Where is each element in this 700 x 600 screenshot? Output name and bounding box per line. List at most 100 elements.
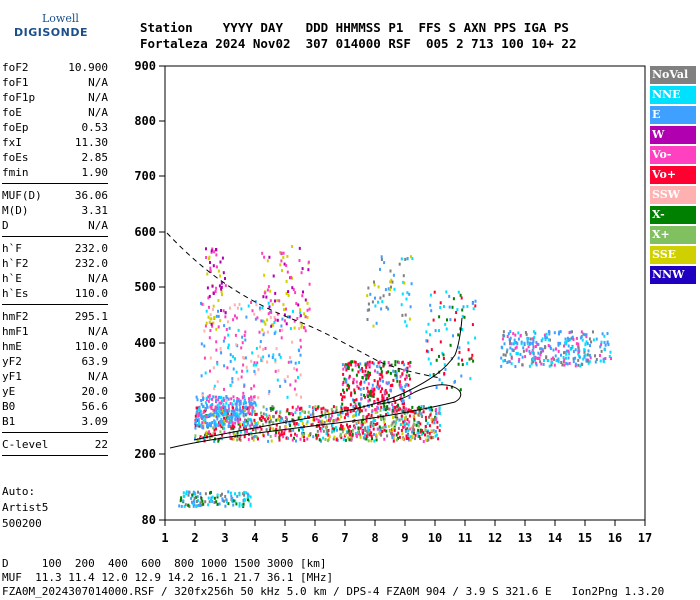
echo-point xyxy=(532,358,535,362)
echo-point xyxy=(604,357,607,360)
echo-point xyxy=(232,318,235,322)
echo-point xyxy=(242,413,245,417)
echo-point xyxy=(407,408,410,412)
parameter-group-3: h`F 232.0 h`F2 232.0 h`E N/A h`Es 110.0 xyxy=(2,241,108,301)
echo-point xyxy=(213,411,216,414)
echo-point xyxy=(387,307,390,311)
echo-point xyxy=(368,308,371,312)
echo-point xyxy=(588,353,591,357)
echo-point xyxy=(467,341,470,345)
parameter-row: foE N/A xyxy=(2,105,108,120)
echo-point xyxy=(212,321,215,325)
echo-point xyxy=(251,309,254,313)
echo-point xyxy=(220,411,223,415)
echo-point xyxy=(468,357,471,361)
parameter-name: B1 xyxy=(2,415,16,428)
echo-point xyxy=(204,371,207,375)
echo-point xyxy=(582,332,585,336)
echo-point xyxy=(263,255,266,259)
echo-point xyxy=(264,419,267,423)
echo-point xyxy=(357,370,360,374)
y-tick-label: 700 xyxy=(134,169,156,183)
parameter-row: hmE 110.0 xyxy=(2,339,108,354)
echo-point xyxy=(341,363,344,367)
echo-point xyxy=(340,436,343,440)
echo-point xyxy=(457,333,460,337)
echo-point xyxy=(283,308,285,312)
echo-point xyxy=(209,329,212,332)
echo-point xyxy=(253,361,256,365)
parameter-value: 232.0 xyxy=(74,257,108,270)
echo-point xyxy=(276,378,279,382)
parameter-value: N/A xyxy=(88,106,108,119)
echo-point xyxy=(324,437,327,441)
echo-point xyxy=(357,407,360,411)
echo-point xyxy=(215,411,218,415)
echo-point xyxy=(367,370,370,374)
echo-point xyxy=(547,359,550,363)
echo-point xyxy=(224,315,227,319)
echo-point xyxy=(380,258,383,261)
echo-point xyxy=(335,410,338,413)
echo-point xyxy=(353,399,356,402)
echo-point xyxy=(217,309,219,313)
echo-point xyxy=(228,326,231,330)
echo-point xyxy=(263,273,266,277)
echo-point xyxy=(467,348,470,352)
echo-point xyxy=(320,407,323,411)
echo-point xyxy=(223,336,226,340)
echo-point xyxy=(359,362,362,366)
echo-point xyxy=(421,429,424,433)
echo-point xyxy=(288,429,291,433)
echo-point xyxy=(535,361,537,365)
echo-point xyxy=(227,502,230,506)
echo-point xyxy=(549,345,552,349)
echo-point xyxy=(554,354,557,358)
echo-point xyxy=(341,425,344,429)
echo-point xyxy=(346,431,349,434)
echo-point xyxy=(280,324,283,328)
echo-point xyxy=(299,338,302,342)
echo-point xyxy=(254,422,257,425)
echo-point xyxy=(472,307,475,311)
parameter-name: B0 xyxy=(2,400,16,413)
echo-point xyxy=(380,255,383,259)
echo-point xyxy=(355,380,358,384)
echo-point xyxy=(394,422,397,426)
echo-point xyxy=(392,433,395,437)
y-tick-label: 200 xyxy=(134,447,156,461)
parameter-value: 11.30 xyxy=(74,136,108,149)
echo-point xyxy=(375,433,378,437)
echo-point xyxy=(238,504,241,508)
echo-point xyxy=(360,409,363,413)
echo-point xyxy=(377,361,380,365)
echo-point xyxy=(238,408,241,412)
echo-point xyxy=(258,306,261,310)
echo-point xyxy=(184,503,187,507)
echo-point xyxy=(420,412,423,416)
echo-point xyxy=(253,409,256,413)
echo-point xyxy=(353,391,356,395)
echo-point xyxy=(260,319,263,323)
echo-point xyxy=(273,332,276,335)
echo-point xyxy=(352,409,355,412)
echo-point xyxy=(558,330,561,334)
echo-point xyxy=(230,397,233,401)
echo-point xyxy=(287,315,290,319)
echo-point xyxy=(331,410,334,414)
echo-point xyxy=(392,405,395,409)
echo-point xyxy=(606,340,609,344)
echo-point xyxy=(424,433,426,437)
echo-point xyxy=(211,324,214,328)
echo-point xyxy=(302,425,305,428)
echo-point xyxy=(532,330,535,334)
echo-point xyxy=(239,430,242,434)
echo-point xyxy=(231,499,234,503)
echo-point xyxy=(417,420,420,424)
echo-point xyxy=(402,409,405,413)
trace-fit-curve xyxy=(193,317,463,441)
echo-point xyxy=(227,346,230,350)
echo-point xyxy=(359,435,362,439)
echo-point xyxy=(387,361,390,364)
echo-point xyxy=(459,293,462,297)
